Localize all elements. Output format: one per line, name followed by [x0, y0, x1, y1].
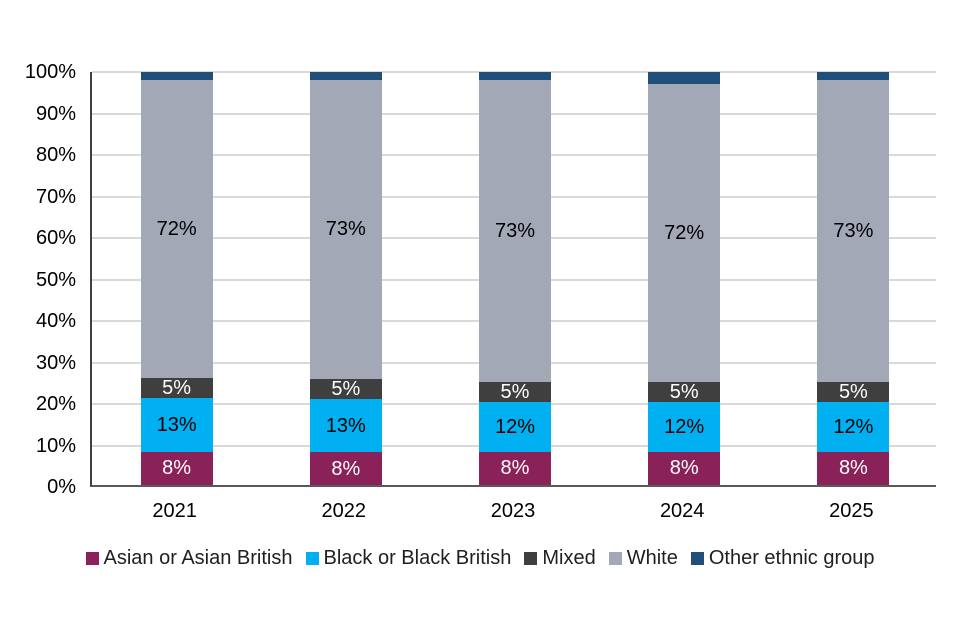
bar-segment-other-ethnic-group [309, 72, 382, 81]
bar-segment-other-ethnic-group [140, 72, 213, 81]
legend: Asian or Asian British Black or Black Bri… [0, 546, 960, 570]
segment-value-label: 5% [500, 381, 530, 404]
bar-segment-asian-or-asian-british: 8% [817, 451, 890, 485]
bar-2024: 72% 5% 12% 8% [648, 72, 721, 485]
segment-value-label: 73% [833, 219, 874, 242]
bar-segment-white: 72% [648, 84, 721, 382]
y-axis-tick-label: 80% [35, 144, 76, 166]
segment-value-label: 8% [669, 457, 699, 480]
bar-segment-white: 73% [309, 80, 382, 379]
bar-2023: 73% 5% 12% 8% [479, 72, 551, 485]
bar-segment-asian-or-asian-british: 8% [648, 451, 721, 485]
x-axis-category-label: 2022 [321, 500, 367, 522]
bar-segment-black-or-black-british: 12% [648, 402, 721, 452]
y-axis-tick-label: 50% [35, 268, 76, 291]
segment-value-label: 5% [331, 377, 361, 400]
segment-value-label: 13% [325, 414, 366, 437]
bar-segment-mixed: 5% [648, 381, 721, 404]
segment-value-label: 12% [833, 416, 874, 439]
legend-label: Black or Black British [323, 547, 512, 569]
legend-item-black-or-black-british: Black or Black British [305, 546, 512, 570]
segment-value-label: 8% [500, 457, 530, 480]
segment-value-label: 12% [494, 416, 536, 439]
segment-value-label: 72% [156, 217, 197, 240]
y-axis-tick-label: 40% [35, 310, 76, 332]
legend-swatch-icon [305, 551, 319, 565]
segment-value-label: 73% [494, 219, 536, 242]
legend-swatch-icon [524, 551, 538, 565]
bar-segment-mixed: 5% [817, 381, 890, 404]
y-axis-tick-label: 70% [35, 185, 76, 208]
legend-label: Asian or Asian British [103, 547, 293, 569]
bar-segment-white: 72% [140, 80, 213, 378]
segment-value-label: 72% [664, 222, 705, 245]
legend-swatch-icon [85, 551, 99, 565]
bar-2021: 72% 5% 13% 8% [140, 72, 213, 485]
segment-value-label: 5% [162, 376, 192, 399]
segment-value-label: 5% [669, 381, 699, 404]
y-axis-tick-label: 0% [47, 476, 76, 498]
y-axis-tick-label: 100% [24, 61, 76, 83]
bars-layer: 72% 5% 13% 8% 73% 5% 13% 8% 73% 5% 12% 8% 72% 5% 12% 8%… [92, 72, 936, 485]
bar-segment-mixed: 5% [479, 381, 551, 404]
bar-segment-black-or-black-british: 13% [309, 399, 382, 453]
bar-segment-mixed: 5% [140, 376, 213, 399]
bar-segment-black-or-black-british: 12% [479, 402, 551, 452]
legend-swatch-icon [690, 551, 704, 565]
legend-item-other-ethnic-group: Other ethnic group [690, 546, 875, 570]
bar-segment-other-ethnic-group [817, 72, 890, 81]
bar-segment-other-ethnic-group [479, 72, 551, 81]
bar-2022: 73% 5% 13% 8% [309, 72, 382, 485]
segment-value-label: 12% [664, 416, 705, 439]
legend-swatch-icon [608, 551, 622, 565]
x-axis-category-label: 2024 [659, 500, 705, 522]
legend-label: White [626, 547, 678, 569]
segment-value-label: 5% [838, 381, 868, 404]
segment-value-label: 13% [156, 414, 197, 437]
legend-label: Mixed [542, 547, 596, 569]
bar-2025: 73% 5% 12% 8% [817, 72, 890, 485]
y-axis-tick-label: 90% [35, 102, 76, 125]
x-axis-category-label: 2025 [829, 500, 874, 522]
bar-segment-asian-or-asian-british: 8% [479, 451, 551, 485]
bar-segment-black-or-black-british: 12% [817, 402, 890, 452]
y-axis-tick-label: 10% [35, 434, 76, 457]
bar-segment-black-or-black-british: 13% [140, 398, 213, 452]
segment-value-label: 8% [331, 457, 361, 480]
y-axis-tick-label: 60% [35, 227, 76, 249]
legend-item-mixed: Mixed [524, 546, 596, 570]
legend-item-asian-or-asian-british: Asian or Asian British [85, 546, 293, 570]
y-axis-tick-label: 30% [35, 351, 76, 374]
bar-segment-asian-or-asian-british: 8% [140, 451, 213, 485]
segment-value-label: 73% [325, 218, 366, 241]
segment-value-label: 8% [838, 457, 868, 480]
plot-area: 72% 5% 13% 8% 73% 5% 13% 8% 73% 5% 12% 8% 72% 5% 12% 8%… [90, 71, 936, 487]
y-axis-tick-label: 20% [35, 393, 76, 415]
legend-item-white: White [608, 546, 678, 570]
bar-segment-asian-or-asian-british: 8% [309, 452, 382, 485]
bar-segment-other-ethnic-group [648, 72, 721, 85]
bar-segment-mixed: 5% [309, 377, 382, 400]
legend-label: Other ethnic group [708, 547, 875, 569]
bar-segment-white: 73% [479, 80, 551, 382]
x-axis-category-label: 2021 [152, 500, 197, 522]
bar-segment-white: 73% [817, 80, 890, 382]
x-axis-category-label: 2023 [490, 500, 536, 522]
segment-value-label: 8% [162, 457, 192, 480]
